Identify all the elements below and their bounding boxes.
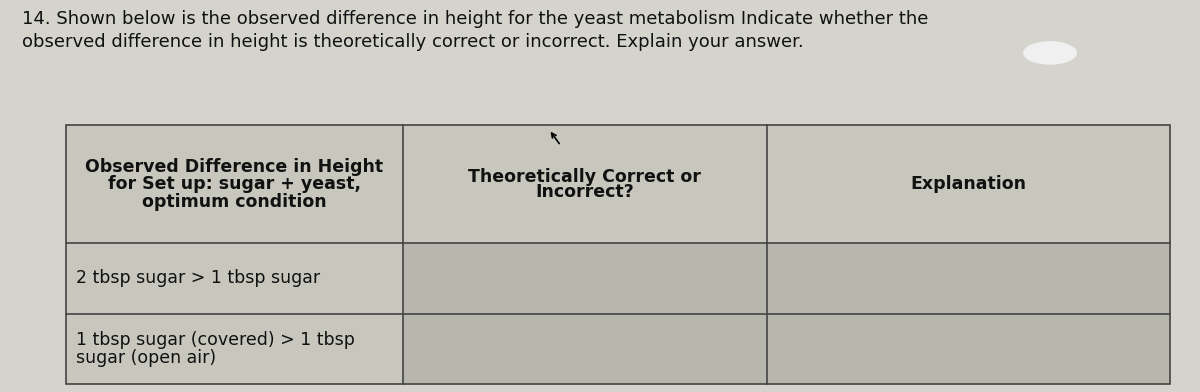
Bar <box>66 314 403 384</box>
Text: observed difference in height is theoretically correct or incorrect. Explain you: observed difference in height is theoret… <box>22 33 803 51</box>
Text: Observed Difference in Height: Observed Difference in Height <box>85 158 384 176</box>
Ellipse shape <box>1022 41 1078 65</box>
Bar <box>66 125 1170 384</box>
Text: 1 tbsp sugar (covered) > 1 tbsp: 1 tbsp sugar (covered) > 1 tbsp <box>76 331 354 349</box>
Bar <box>403 243 767 314</box>
Bar <box>66 125 1170 243</box>
Text: Theoretically Correct or: Theoretically Correct or <box>468 167 701 185</box>
Text: 2 tbsp sugar > 1 tbsp sugar: 2 tbsp sugar > 1 tbsp sugar <box>76 269 319 287</box>
Text: Incorrect?: Incorrect? <box>535 183 635 201</box>
Text: Explanation: Explanation <box>911 175 1026 193</box>
Text: for Set up: sugar + yeast,: for Set up: sugar + yeast, <box>108 175 361 193</box>
Bar <box>66 243 403 314</box>
Bar <box>767 314 1170 384</box>
Bar <box>767 243 1170 314</box>
Text: 14. Shown below is the observed difference in height for the yeast metabolism In: 14. Shown below is the observed differen… <box>22 10 928 28</box>
Bar <box>403 314 767 384</box>
Text: optimum condition: optimum condition <box>142 193 326 211</box>
Text: sugar (open air): sugar (open air) <box>76 348 216 367</box>
